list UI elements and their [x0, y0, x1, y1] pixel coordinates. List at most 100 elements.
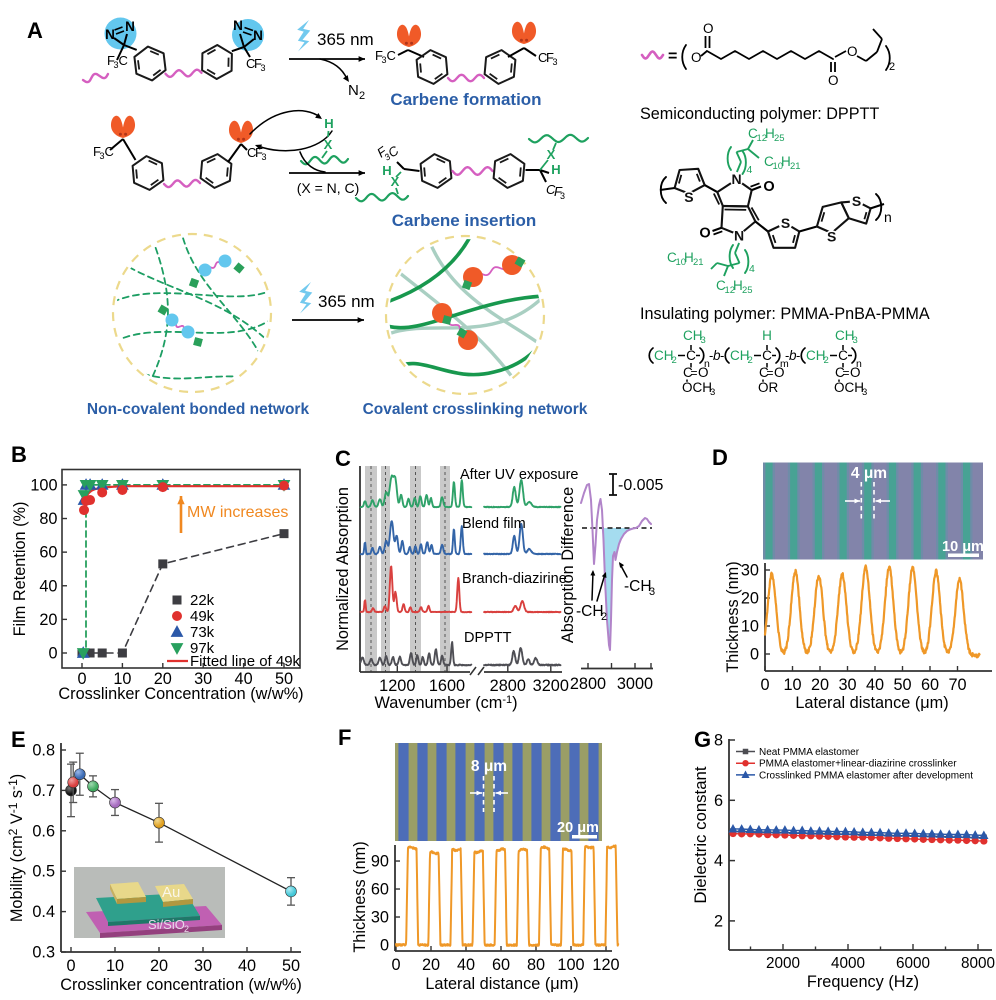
svg-text:20 μm: 20 μm — [557, 820, 599, 836]
svg-text:120: 120 — [592, 956, 619, 974]
svg-text:0: 0 — [66, 957, 75, 975]
svg-text:40: 40 — [457, 956, 475, 974]
svg-text:60: 60 — [371, 881, 389, 899]
svg-text:10: 10 — [741, 618, 759, 636]
svg-text:20: 20 — [422, 956, 440, 974]
svg-text:10: 10 — [106, 957, 124, 975]
svg-text:C: C — [335, 446, 351, 471]
svg-text:8: 8 — [714, 732, 723, 750]
svg-text:20: 20 — [741, 590, 759, 608]
svg-text:80: 80 — [39, 510, 57, 528]
svg-text:Crosslinked PMMA elastomer aft: Crosslinked PMMA elastomer after develop… — [759, 770, 973, 781]
svg-text:Fitted line of 49k: Fitted line of 49k — [190, 653, 301, 670]
svg-text:21: 21 — [790, 161, 801, 172]
svg-text:8000: 8000 — [961, 955, 995, 972]
svg-text:O: O — [850, 365, 861, 380]
svg-text:365 nm: 365 nm — [317, 30, 374, 49]
svg-text:N: N — [125, 19, 135, 34]
svg-text:Si/SiO: Si/SiO — [148, 917, 185, 932]
svg-text:S: S — [827, 229, 836, 245]
svg-text:O: O — [703, 21, 714, 36]
svg-text:25: 25 — [774, 133, 785, 144]
svg-text:2: 2 — [184, 924, 189, 934]
svg-text:O: O — [774, 365, 785, 380]
svg-text:2: 2 — [748, 355, 753, 366]
svg-text:B: B — [11, 442, 27, 467]
svg-text:3: 3 — [560, 191, 565, 201]
svg-text:40: 40 — [238, 957, 256, 975]
svg-text:OCH: OCH — [682, 380, 712, 395]
svg-text:Carbene insertion: Carbene insertion — [392, 211, 537, 230]
svg-text:3: 3 — [261, 63, 266, 73]
svg-text:0.3: 0.3 — [32, 944, 55, 962]
svg-text:20: 20 — [811, 676, 829, 694]
svg-text:3: 3 — [862, 387, 867, 398]
svg-text:Mobility (cm2 V-1 s-1): Mobility (cm2 V-1 s-1) — [6, 774, 26, 922]
svg-text:0: 0 — [750, 646, 759, 664]
svg-text:0: 0 — [760, 676, 769, 694]
svg-text:100: 100 — [30, 476, 57, 494]
svg-text:2: 2 — [714, 912, 723, 930]
svg-text:22k: 22k — [190, 592, 215, 609]
svg-text:N: N — [732, 171, 742, 187]
svg-text:3: 3 — [710, 387, 715, 398]
svg-text:(X = N, C): (X = N, C) — [297, 180, 360, 196]
svg-text:3: 3 — [853, 335, 858, 346]
svg-text:3: 3 — [262, 152, 267, 162]
svg-text:H: H — [762, 328, 772, 343]
svg-text:3000: 3000 — [617, 675, 653, 693]
svg-text:C: C — [838, 348, 848, 363]
svg-text:2800: 2800 — [490, 677, 526, 695]
svg-text:N: N — [734, 228, 744, 244]
svg-text:C: C — [762, 348, 772, 363]
svg-text:O: O — [699, 226, 710, 242]
svg-text:20: 20 — [150, 957, 168, 975]
svg-text:Frequency (Hz): Frequency (Hz) — [807, 973, 919, 991]
svg-text:40: 40 — [39, 577, 57, 595]
svg-text:0: 0 — [391, 956, 400, 974]
svg-text:After UV exposure: After UV exposure — [460, 467, 578, 483]
svg-text:3: 3 — [553, 57, 558, 67]
svg-text:Covalent crosslinking network: Covalent crosslinking network — [363, 401, 588, 418]
svg-text:10: 10 — [783, 676, 801, 694]
svg-text:0: 0 — [380, 937, 389, 955]
svg-text:30: 30 — [371, 909, 389, 927]
svg-text:90: 90 — [371, 853, 389, 871]
svg-text:MW increases: MW increases — [187, 504, 288, 521]
svg-text:60: 60 — [39, 544, 57, 562]
svg-text:0.7: 0.7 — [32, 782, 55, 800]
svg-text:Wavenumber (cm-1): Wavenumber (cm-1) — [374, 694, 517, 712]
svg-text:6000: 6000 — [896, 955, 930, 972]
svg-text:H: H — [324, 116, 333, 131]
svg-text:50: 50 — [282, 957, 300, 975]
svg-text:Absorption Difference: Absorption Difference — [559, 487, 577, 643]
svg-text:H: H — [551, 162, 560, 177]
svg-text:4 μm: 4 μm — [851, 465, 887, 482]
svg-text:60: 60 — [492, 956, 510, 974]
svg-text:2: 2 — [359, 90, 365, 102]
svg-text:20: 20 — [39, 611, 57, 629]
svg-text:=: = — [691, 366, 698, 380]
svg-text:O: O — [691, 50, 702, 65]
svg-text:-0.005: -0.005 — [618, 477, 663, 494]
svg-text:PMMA elastomer+linear-diazirin: PMMA elastomer+linear-diazirine crosslin… — [759, 759, 957, 770]
svg-text:4: 4 — [714, 852, 723, 870]
svg-text:30: 30 — [194, 957, 212, 975]
svg-text:E: E — [11, 727, 26, 752]
svg-text:Normalized Absorption: Normalized Absorption — [334, 487, 352, 651]
svg-text:C: C — [387, 48, 396, 63]
svg-text:-: - — [796, 348, 800, 363]
svg-text:-: - — [720, 348, 724, 363]
svg-text:0.4: 0.4 — [32, 903, 55, 921]
svg-text:2: 2 — [672, 355, 677, 366]
svg-text:S: S — [684, 189, 693, 205]
svg-text:21: 21 — [693, 257, 704, 268]
svg-text:50: 50 — [893, 676, 911, 694]
svg-text:2: 2 — [824, 355, 829, 366]
svg-text:Lateral distance (μm): Lateral distance (μm) — [425, 975, 578, 993]
svg-text:-CH: -CH — [624, 578, 652, 595]
svg-text:30: 30 — [838, 676, 856, 694]
svg-text:=: = — [668, 48, 677, 65]
svg-text:N: N — [348, 82, 359, 99]
svg-text:S: S — [781, 215, 790, 231]
